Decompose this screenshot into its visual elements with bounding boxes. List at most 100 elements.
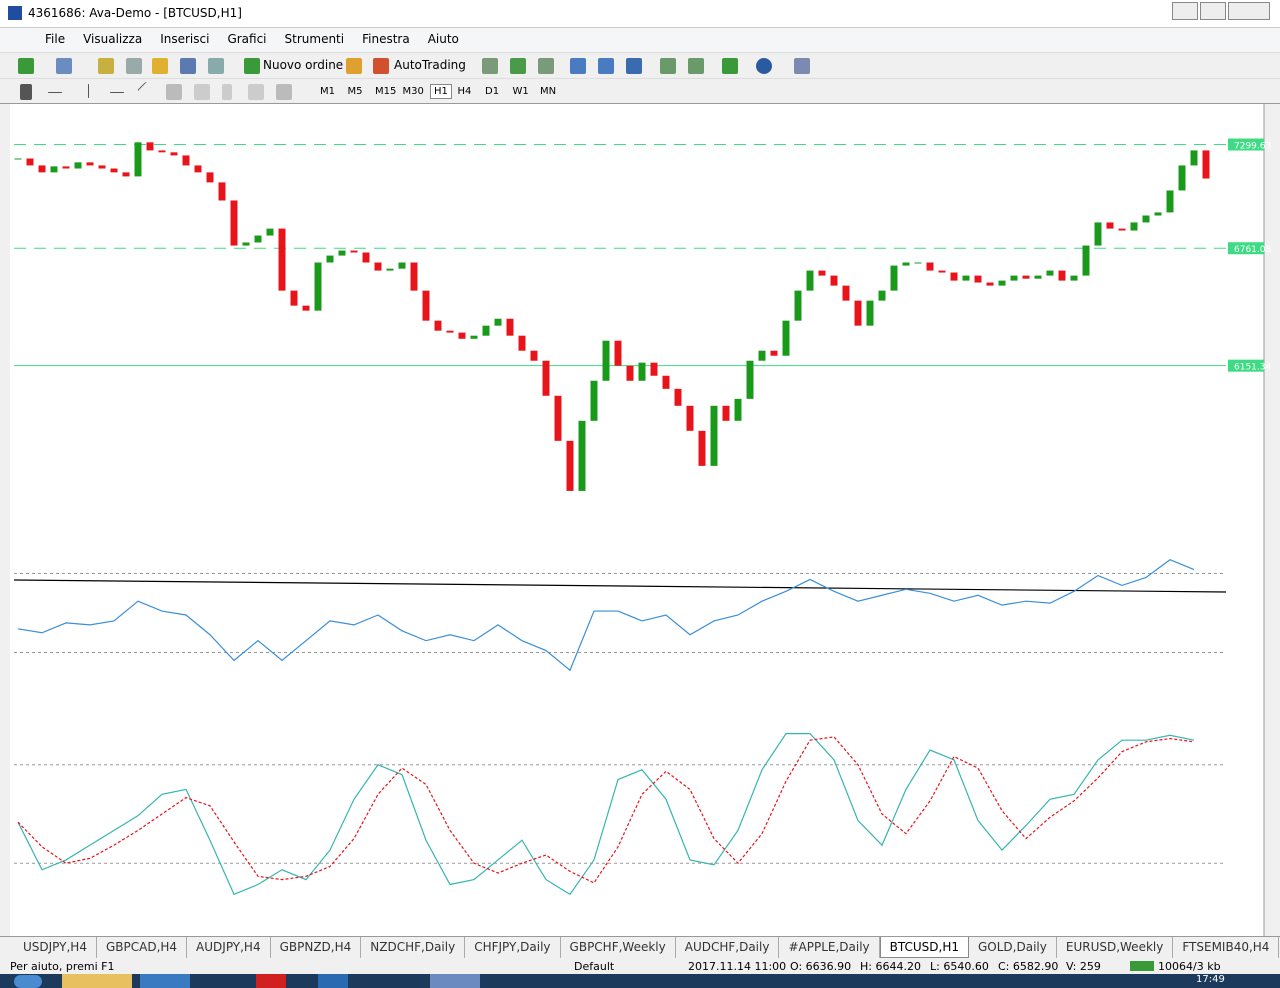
- bar-chart-button[interactable]: [482, 58, 498, 74]
- candle-chart-button[interactable]: [510, 58, 526, 74]
- chart-tab[interactable]: AUDCHF,Daily: [676, 937, 780, 958]
- navigator-button[interactable]: [152, 58, 168, 74]
- timeframe-button[interactable]: M5: [347, 86, 363, 97]
- chart-tab[interactable]: CHFJPY,Daily: [465, 937, 561, 958]
- label-tool[interactable]: [248, 84, 264, 100]
- candle: [458, 332, 466, 339]
- text-tool[interactable]: [222, 84, 232, 100]
- candle: [446, 330, 454, 333]
- chart-tab[interactable]: GBPCAD,H4: [97, 937, 188, 958]
- taskbar-app[interactable]: [318, 974, 348, 988]
- candle: [326, 255, 334, 263]
- status-high: H: 6644.20: [860, 960, 921, 973]
- meta-editor-button[interactable]: [346, 58, 362, 74]
- autoscroll-button[interactable]: [660, 58, 676, 74]
- candle: [98, 165, 106, 169]
- fibo-tool[interactable]: [194, 84, 210, 100]
- menu-item[interactable]: Strumenti: [284, 32, 345, 46]
- candle: [338, 250, 346, 256]
- candle: [770, 350, 778, 356]
- trendline-tool[interactable]: [137, 81, 155, 100]
- zoom-in-button[interactable]: [570, 58, 586, 74]
- autotrading-icon[interactable]: [373, 58, 389, 74]
- chart-tab[interactable]: FTSEMIB40,H4: [1173, 937, 1280, 958]
- timeframe-button[interactable]: M1: [320, 86, 335, 97]
- timeframe-button[interactable]: W1: [512, 86, 529, 97]
- menu-item[interactable]: Aiuto: [427, 32, 459, 46]
- price-level-box: [1228, 359, 1264, 372]
- cursor-tool[interactable]: [20, 84, 32, 100]
- chart-tab[interactable]: AUDJPY,H4: [187, 937, 271, 958]
- timeframe-button[interactable]: M30: [402, 86, 424, 97]
- chart-tab[interactable]: EURUSD,Weekly: [1057, 937, 1174, 958]
- new-chart-button[interactable]: [18, 58, 34, 74]
- taskbar-opera[interactable]: [256, 974, 286, 988]
- taskbar-ie[interactable]: [140, 974, 190, 988]
- timeframe-button[interactable]: MN: [540, 86, 557, 97]
- title-bar: 4361686: Ava-Demo - [BTCUSD,H1]: [0, 0, 1280, 28]
- candle: [218, 182, 226, 201]
- candle: [710, 405, 718, 466]
- market-watch-button[interactable]: [98, 58, 114, 74]
- start-button[interactable]: [14, 975, 42, 988]
- horizontal-line-tool[interactable]: [110, 92, 124, 93]
- tester-button[interactable]: [208, 58, 224, 74]
- menu-item[interactable]: File: [45, 32, 66, 46]
- candle: [1118, 228, 1126, 231]
- timeframe-button[interactable]: H4: [457, 86, 472, 97]
- chart-tab[interactable]: GBPNZD,H4: [271, 937, 362, 958]
- close-button[interactable]: [1228, 2, 1270, 20]
- candle: [158, 150, 166, 153]
- minimize-button[interactable]: [1172, 2, 1198, 20]
- vertical-line-tool[interactable]: [88, 84, 89, 98]
- price-level-label: 6151.34: [1234, 363, 1271, 373]
- candle: [674, 388, 682, 406]
- candle: [854, 300, 862, 326]
- chart-tab[interactable]: USDJPY,H4: [14, 937, 97, 958]
- arrows-tool[interactable]: [276, 84, 292, 100]
- timeframe-button[interactable]: H1: [430, 84, 452, 99]
- indicators-button[interactable]: [722, 58, 738, 74]
- candle: [1046, 270, 1054, 276]
- candle: [962, 275, 970, 281]
- maximize-button[interactable]: [1200, 2, 1226, 20]
- chart-tab[interactable]: NZDCHF,Daily: [361, 937, 466, 958]
- data-window-button[interactable]: [126, 58, 142, 74]
- crosshair-tool[interactable]: [48, 92, 62, 93]
- candle: [830, 275, 838, 286]
- candle: [1034, 275, 1042, 279]
- templates-button[interactable]: [794, 58, 810, 74]
- tile-button[interactable]: [626, 58, 642, 74]
- menu-item[interactable]: Grafici: [227, 32, 267, 46]
- menu-item[interactable]: Finestra: [362, 32, 410, 46]
- menu-item[interactable]: Visualizza: [83, 32, 143, 46]
- taskbar-explorer[interactable]: [62, 974, 132, 988]
- candle: [518, 335, 526, 351]
- indicator-line: [17, 736, 1195, 884]
- candle: [1142, 215, 1150, 223]
- zoom-out-button[interactable]: [598, 58, 614, 74]
- candle: [662, 375, 670, 389]
- chart-tab[interactable]: #APPLE,Daily: [779, 937, 880, 958]
- periods-button[interactable]: [756, 58, 772, 74]
- new-order-button[interactable]: Nuovo ordine: [263, 58, 344, 72]
- price-level-label: 6761.08: [1234, 245, 1271, 255]
- timeframe-button[interactable]: D1: [485, 86, 500, 97]
- autotrading-button[interactable]: AutoTrading: [394, 58, 466, 72]
- chart-shift-button[interactable]: [688, 58, 704, 74]
- timeframe-button[interactable]: M15: [375, 86, 397, 97]
- new-order-icon[interactable]: [244, 58, 260, 74]
- candle: [1070, 275, 1078, 281]
- chart-tab[interactable]: GBPCHF,Weekly: [561, 937, 676, 958]
- candle: [422, 290, 430, 321]
- profiles-button[interactable]: [56, 58, 72, 74]
- menu-item[interactable]: Inserisci: [160, 32, 210, 46]
- chart-tab[interactable]: BTCUSD,H1: [879, 937, 969, 958]
- taskbar-mt4[interactable]: [430, 974, 480, 988]
- line-chart-button[interactable]: [538, 58, 554, 74]
- terminal-button[interactable]: [180, 58, 196, 74]
- candle: [350, 250, 358, 253]
- channel-tool[interactable]: [166, 84, 182, 100]
- chart-tab[interactable]: GOLD,Daily: [969, 937, 1057, 958]
- price-level-box: [1228, 242, 1264, 255]
